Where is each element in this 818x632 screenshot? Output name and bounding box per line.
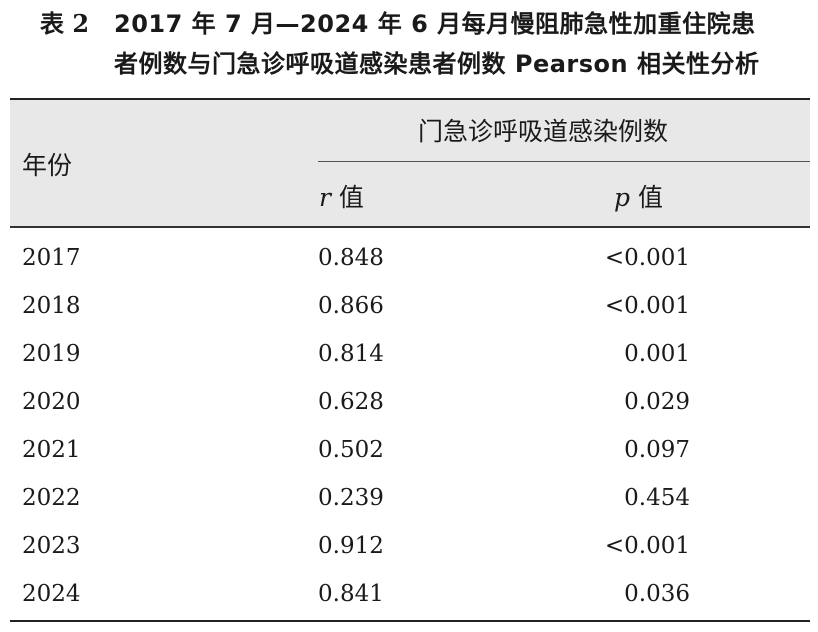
year-cell: 2018 [22, 293, 81, 319]
p-value-column-header: p 值 [614, 182, 663, 214]
year-cell: 2024 [22, 581, 81, 607]
table-header-background [10, 98, 810, 226]
r-value-column-header: r 值 [319, 182, 364, 214]
table-row: 2021 0.502 0.097 [10, 426, 810, 474]
r-value-cell: 0.841 [318, 581, 384, 607]
year-cell: 2019 [22, 341, 81, 367]
group-column-header: 门急诊呼吸道感染例数 [418, 117, 669, 146]
year-column-header: 年份 [22, 151, 73, 180]
table-row: 2023 0.912 <0.001 [10, 522, 810, 570]
table-caption: 表 2 2017 年 7 月—2024 年 6 月每月慢阻肺急性加重住院患 者例… [0, 0, 818, 96]
p-value-cell: <0.001 [604, 533, 690, 559]
table-row: 2018 0.866 <0.001 [10, 282, 810, 330]
table-row: 2020 0.628 0.029 [10, 378, 810, 426]
table-row: 2024 0.841 0.036 [10, 570, 810, 618]
r-value-cell: 0.814 [318, 341, 384, 367]
r-value-cell: 0.239 [318, 485, 384, 511]
table-row: 2017 0.848 <0.001 [10, 234, 810, 282]
p-symbol: p [614, 183, 631, 212]
r-value-suffix: 值 [330, 183, 364, 212]
p-value-cell: 0.029 [624, 389, 690, 415]
table-number: 表 2 [40, 9, 90, 38]
table-title-line-2: 者例数与门急诊呼吸道感染患者例数 Pearson 相关性分析 [114, 50, 760, 78]
bottom-rule [10, 620, 810, 622]
correlation-table: 年份 门急诊呼吸道感染例数 r 值 p 值 2017 0.848 <0.001 … [10, 98, 810, 624]
year-cell: 2022 [22, 485, 81, 511]
p-value-suffix: 值 [630, 183, 663, 212]
r-value-cell: 0.502 [318, 437, 384, 463]
r-value-cell: 0.628 [318, 389, 384, 415]
r-value-cell: 0.848 [318, 245, 384, 271]
p-value-cell: 0.097 [624, 437, 690, 463]
r-symbol: r [319, 183, 331, 212]
year-cell: 2023 [22, 533, 81, 559]
table-row: 2022 0.239 0.454 [10, 474, 810, 522]
header-rule [10, 226, 810, 228]
top-rule [10, 98, 810, 100]
group-header-rule [318, 161, 810, 162]
r-value-cell: 0.866 [318, 293, 384, 319]
p-value-cell: 0.036 [624, 581, 690, 607]
p-value-cell: <0.001 [604, 293, 690, 319]
table-body: 2017 0.848 <0.001 2018 0.866 <0.001 2019… [10, 234, 810, 618]
p-value-cell: <0.001 [604, 245, 690, 271]
year-cell: 2017 [22, 245, 81, 271]
r-value-cell: 0.912 [318, 533, 384, 559]
table-title-line-1: 2017 年 7 月—2024 年 6 月每月慢阻肺急性加重住院患 [114, 10, 756, 38]
p-value-cell: 0.454 [624, 485, 690, 511]
table-row: 2019 0.814 0.001 [10, 330, 810, 378]
year-cell: 2021 [22, 437, 81, 463]
p-value-cell: 0.001 [624, 341, 690, 367]
year-cell: 2020 [22, 389, 81, 415]
